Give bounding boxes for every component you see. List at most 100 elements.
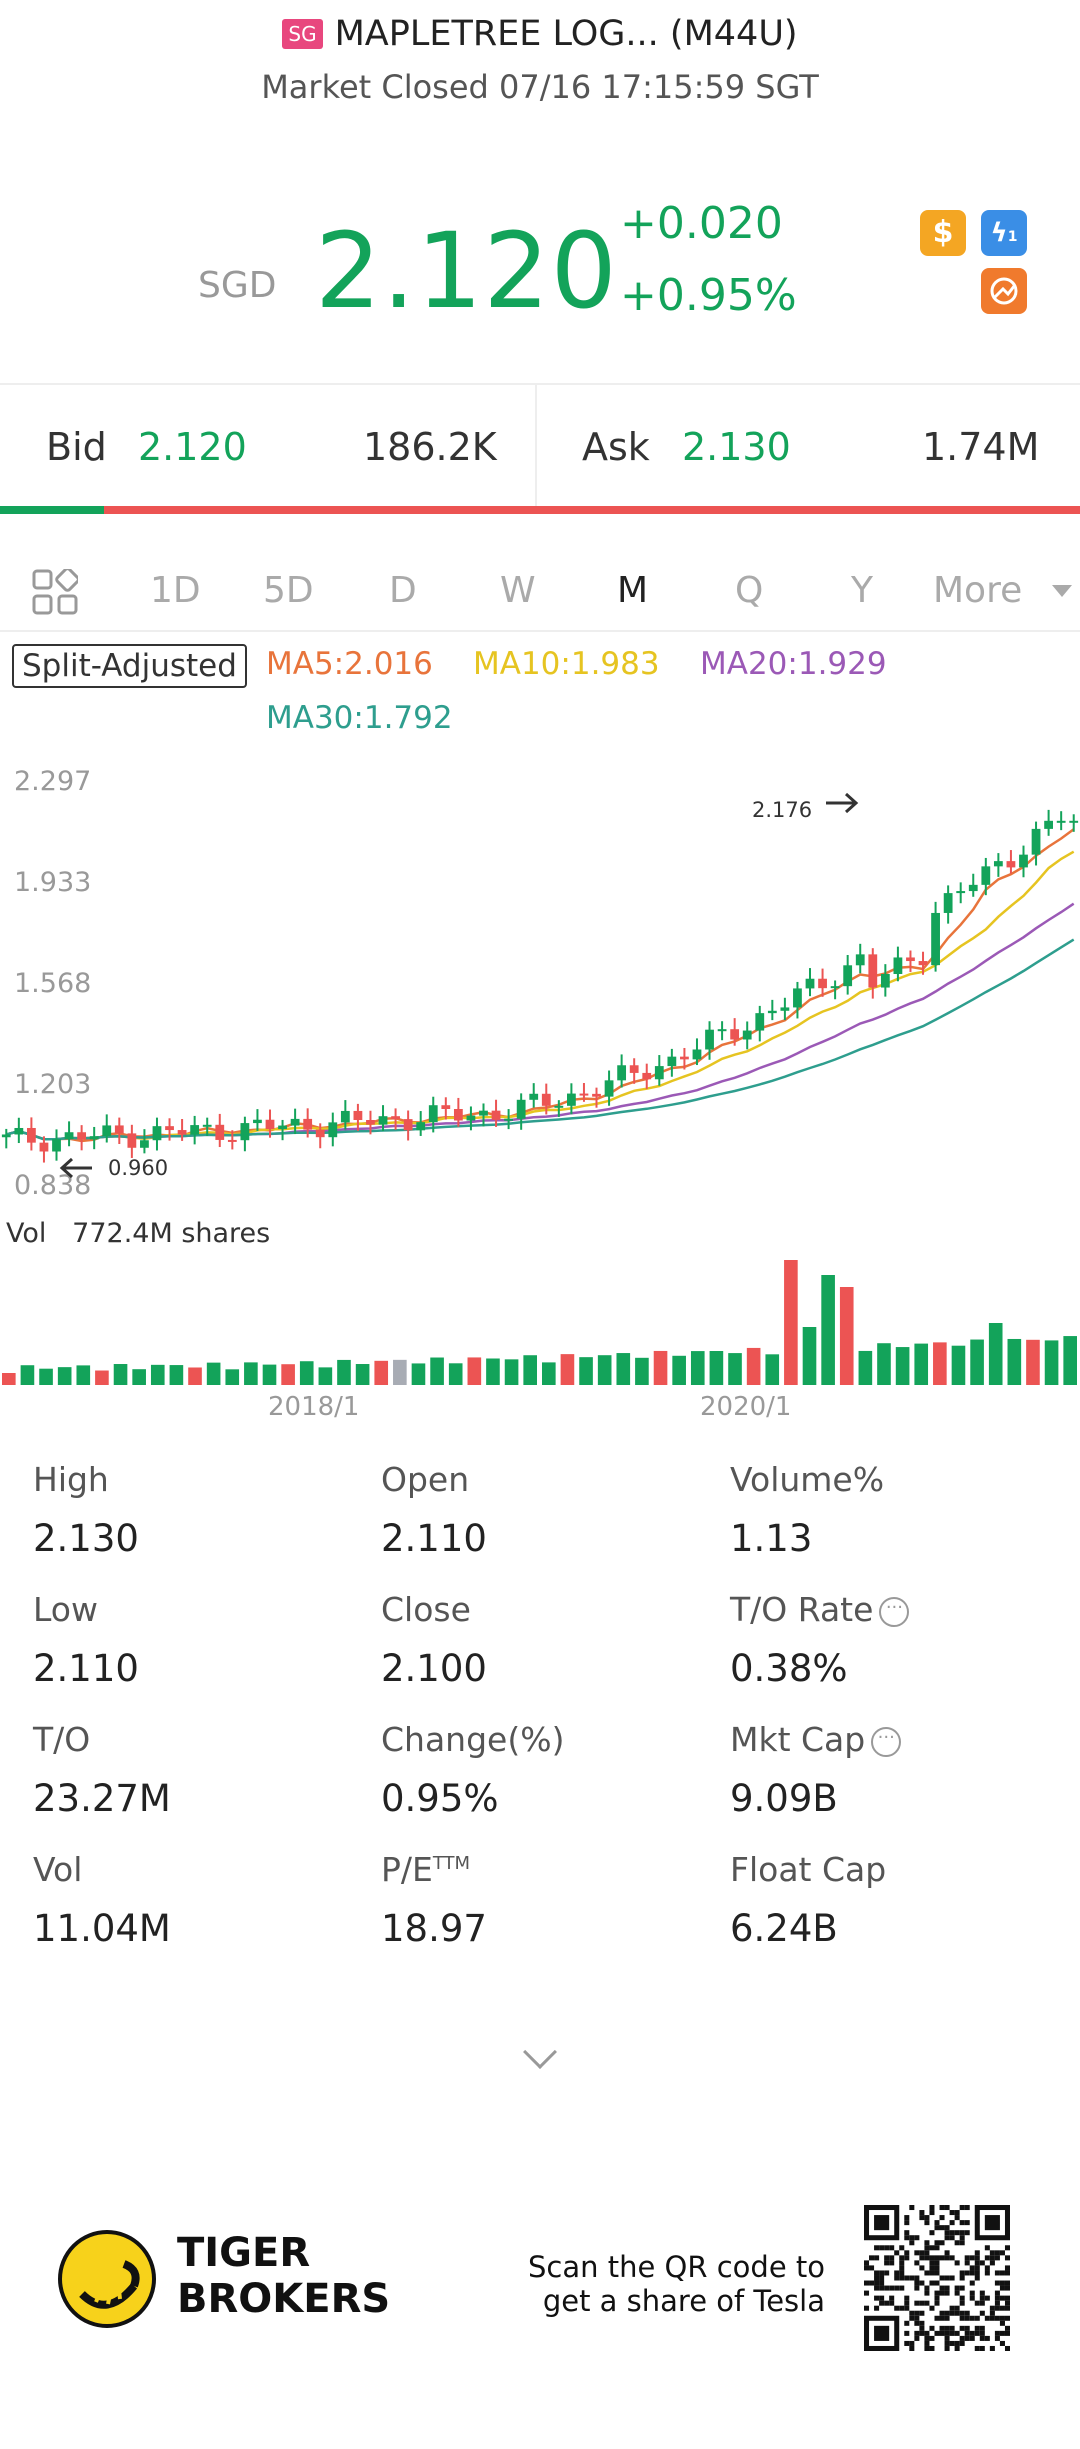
qr-module <box>914 2330 920 2336</box>
qr-module <box>889 2245 895 2251</box>
qr-module <box>899 2270 905 2276</box>
tab-more[interactable]: More <box>933 570 1023 611</box>
qr-module <box>974 2300 980 2306</box>
qr-module <box>864 2260 870 2266</box>
candle-body <box>1019 854 1028 868</box>
volume-bar <box>393 1359 407 1385</box>
qr-code-icon[interactable] <box>864 2205 1010 2351</box>
qr-module <box>999 2285 1005 2291</box>
tab-1d[interactable]: 1D <box>150 570 201 611</box>
qr-module <box>969 2335 975 2341</box>
tab-y[interactable]: Y <box>851 570 873 611</box>
qr-module <box>994 2250 1000 2256</box>
ask-price: 2.130 <box>682 425 791 469</box>
qr-module <box>974 2315 980 2321</box>
expand-chevron-icon[interactable] <box>523 2035 557 2069</box>
qr-module <box>964 2330 970 2336</box>
tab-w[interactable]: W <box>500 570 536 611</box>
qr-module <box>939 2285 945 2291</box>
qr-module <box>904 2295 910 2301</box>
stat-float-cap-value: 6.24B <box>730 1907 838 1950</box>
stat-volume-pct-value: 1.13 <box>730 1517 813 1560</box>
qr-module <box>909 2240 915 2246</box>
qr-module <box>929 2345 935 2351</box>
chevron-down-icon[interactable] <box>1052 585 1072 597</box>
options-icon[interactable] <box>981 268 1027 314</box>
qr-module <box>939 2225 945 2231</box>
qr-module <box>924 2345 930 2351</box>
qr-module <box>954 2345 960 2351</box>
qr-module <box>974 2255 980 2261</box>
qr-module <box>959 2275 965 2281</box>
candle-body <box>315 1129 325 1138</box>
qr-module <box>959 2205 965 2211</box>
candle-body <box>215 1124 225 1140</box>
qr-module <box>919 2320 925 2326</box>
qr-module <box>894 2250 900 2256</box>
qr-module <box>909 2345 915 2351</box>
stat-pe-sup: TTM <box>432 1853 471 1874</box>
volume-bar <box>914 1343 929 1385</box>
qr-module <box>994 2280 1000 2286</box>
qr-module <box>879 2280 885 2286</box>
qr-module <box>919 2210 925 2216</box>
candle-body <box>27 1127 36 1143</box>
volume-chart[interactable] <box>0 1250 1080 1385</box>
stock-title[interactable]: MAPLETREE LOG... (M44U) <box>334 14 798 54</box>
qr-module <box>919 2250 925 2256</box>
volume-bar <box>20 1365 35 1385</box>
candle-body <box>340 1110 350 1123</box>
qr-finder <box>874 2325 890 2341</box>
qr-module <box>994 2290 1000 2296</box>
more-info-icon[interactable]: ··· <box>871 1726 902 1757</box>
tab-q[interactable]: Q <box>735 570 764 611</box>
scan-text: Scan the QR code to get a share of Tesla <box>528 2250 825 2318</box>
ask-label: Ask <box>582 425 650 469</box>
volume-bar <box>858 1350 873 1385</box>
tab-d[interactable]: D <box>389 570 417 611</box>
volume-bar <box>988 1323 1003 1385</box>
qr-module <box>899 2255 905 2261</box>
qr-module <box>944 2290 950 2296</box>
qr-module <box>939 2275 945 2281</box>
stat-mkt-cap-text: Mkt Cap <box>730 1720 866 1759</box>
qr-module <box>999 2320 1005 2326</box>
scan-line-2: get a share of Tesla <box>542 2284 825 2318</box>
qr-module <box>969 2280 975 2286</box>
price-change-percent: +0.95% <box>620 270 797 321</box>
qr-module <box>984 2245 990 2251</box>
split-adjusted-button[interactable]: Split-Adjusted <box>12 644 247 688</box>
qr-module <box>1004 2300 1010 2306</box>
more-info-icon[interactable]: ··· <box>879 1596 910 1627</box>
chart-layout-icon[interactable] <box>32 569 78 615</box>
lightning-level-1-icon[interactable]: ϟ1 <box>981 210 1027 256</box>
volume-bar <box>746 1347 761 1385</box>
qr-module <box>874 2255 880 2261</box>
stat-change-pct-label: Change(%) <box>381 1720 565 1759</box>
stat-high-value: 2.130 <box>33 1517 139 1560</box>
stat-pe-value: 18.97 <box>381 1907 487 1950</box>
volume-bar <box>132 1369 146 1385</box>
qr-module <box>879 2245 885 2251</box>
volume-bar <box>467 1357 482 1385</box>
candlestick-chart[interactable]: 2.297 1.933 1.568 1.203 0.838 2.176 0.96… <box>0 750 1080 1200</box>
qr-module <box>924 2270 930 2276</box>
candle-body <box>441 1105 451 1109</box>
volume-bar <box>616 1353 631 1385</box>
bid-ratio-bar <box>0 506 104 514</box>
last-price: 2.120 <box>315 210 618 332</box>
qr-module <box>894 2275 900 2281</box>
candle-body <box>140 1140 149 1148</box>
candle-body <box>391 1116 400 1120</box>
qr-module <box>919 2265 925 2271</box>
dollar-icon[interactable]: $ <box>920 210 966 256</box>
y-tick-label: 0.838 <box>14 1170 91 1200</box>
qr-module <box>934 2255 940 2261</box>
ma30-line <box>5 938 1075 1141</box>
stat-to-label: T/O <box>33 1720 91 1759</box>
candle-body <box>127 1133 137 1148</box>
tab-5d[interactable]: 5D <box>263 570 314 611</box>
tab-m[interactable]: M <box>617 570 649 611</box>
volume-bar <box>2 1373 16 1385</box>
qr-module <box>939 2205 945 2211</box>
